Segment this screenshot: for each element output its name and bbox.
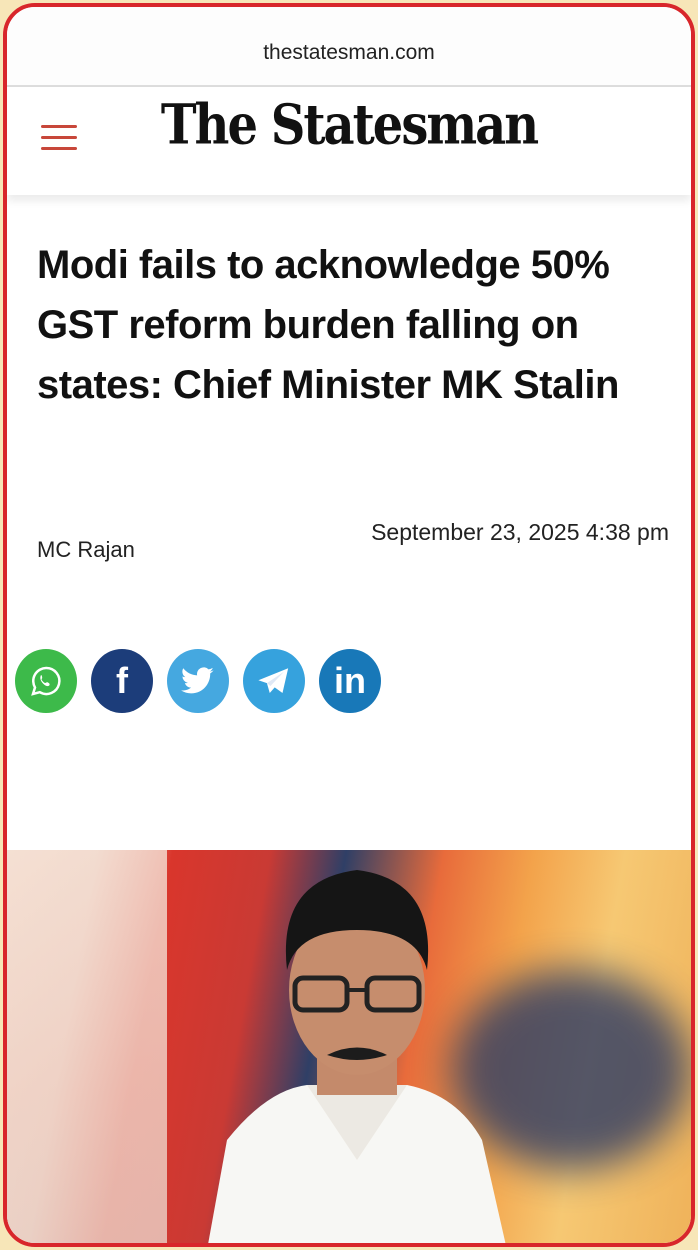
url-text: thestatesman.com [263, 41, 435, 64]
twitter-icon [181, 667, 214, 694]
phone-frame: thestatesman.com The Statesman Modi fail… [3, 3, 695, 1247]
article-date: September 23, 2025 4:38 pm [371, 519, 669, 545]
portrait-illustration [208, 870, 506, 1243]
facebook-share-button[interactable]: f [91, 649, 153, 713]
telegram-share-button[interactable] [243, 649, 305, 713]
telegram-icon [258, 668, 289, 694]
twitter-share-button[interactable] [167, 649, 229, 713]
linkedin-icon: in [334, 660, 366, 701]
site-logo[interactable]: The Statesman [160, 92, 539, 158]
article-headline: Modi fails to acknowledge 50% GST reform… [37, 243, 619, 407]
whatsapp-share-button[interactable] [15, 649, 77, 713]
share-buttons: f in [15, 649, 381, 713]
browser-url-bar[interactable]: thestatesman.com [7, 7, 691, 87]
linkedin-share-button[interactable]: in [319, 649, 381, 713]
article-photo [7, 850, 691, 1243]
article-author[interactable]: MC Rajan [37, 537, 135, 562]
facebook-icon: f [116, 660, 128, 701]
site-header: The Statesman [7, 87, 691, 195]
hamburger-icon[interactable] [41, 125, 77, 157]
whatsapp-icon [31, 666, 61, 696]
